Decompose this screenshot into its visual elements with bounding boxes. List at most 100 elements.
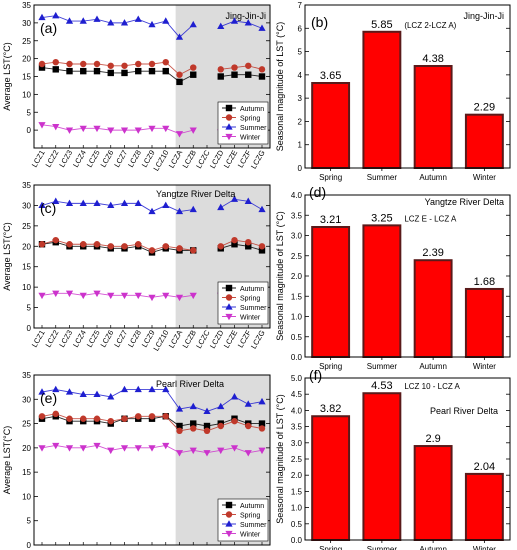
data-point: [93, 390, 101, 398]
data-point: [134, 445, 142, 452]
y-tick-label: 10: [22, 283, 31, 292]
data-point: [162, 67, 169, 75]
y-tick-label: 0.5: [291, 520, 303, 529]
series-line: [41, 292, 194, 298]
x-tick-label: Autumn: [419, 545, 447, 550]
y-tick-label: 5: [298, 48, 303, 57]
data-point: [38, 60, 46, 68]
y-tick-label: 3.5: [291, 423, 303, 432]
y-tick-label: 30: [22, 19, 31, 28]
data-point: [121, 415, 128, 422]
y-tick-label: 2.0: [291, 471, 303, 480]
data-point: [176, 422, 183, 430]
y-tick-label: 0: [27, 126, 32, 135]
bar-value-label: 2.9: [425, 433, 440, 445]
data-point: [231, 241, 238, 248]
data-point: [148, 125, 156, 133]
series-spring: [38, 59, 266, 78]
data-point: [120, 385, 129, 393]
plot-frame: [33, 374, 271, 546]
legend-marker: [225, 520, 233, 527]
x-tick-label: Spring: [319, 545, 342, 550]
data-point: [148, 67, 156, 75]
data-point: [52, 197, 60, 204]
plot-frame: [33, 184, 271, 329]
region-label: Yangtze River Delta: [156, 189, 235, 199]
y-tick-label: 3.5: [291, 211, 303, 220]
y-tick-label: 15: [22, 263, 31, 272]
legend-marker: [225, 294, 233, 301]
data-point: [245, 243, 252, 250]
legend-label: Summer: [240, 522, 267, 529]
data-point: [134, 292, 142, 300]
bar-value-label: 4.53: [371, 380, 392, 392]
y-tick-label: 4.0: [291, 406, 303, 415]
data-point: [65, 127, 74, 134]
plot-frame: [304, 194, 511, 358]
data-point: [65, 388, 74, 395]
data-point: [189, 127, 197, 134]
data-point: [107, 19, 115, 26]
data-point: [121, 69, 128, 77]
data-point: [162, 413, 169, 420]
y-tick-label: 0: [27, 541, 32, 550]
data-point: [107, 69, 114, 77]
data-point: [135, 413, 142, 420]
legend-marker: [225, 133, 233, 141]
legend-marker: [225, 123, 233, 130]
data-point: [175, 294, 184, 302]
legend-marker: [225, 284, 233, 292]
legend-label: Spring: [240, 512, 260, 519]
x-tick-label: Summer: [367, 362, 398, 371]
bar-panel-f: 0.0 0.5 1.0 1.5 2.0 2.5 3.0 3.5 4.0 4.5 5.0 3.82 Spr…: [275, 367, 511, 550]
legend-label: Summer: [240, 305, 267, 312]
y-tick-label: 1: [298, 141, 303, 150]
y-tick-label: 10: [22, 492, 31, 501]
data-point: [79, 292, 87, 300]
plot-frame: [304, 4, 511, 169]
x-tick-label: Autumn: [419, 173, 447, 182]
data-point: [93, 442, 101, 450]
bar: [464, 113, 504, 169]
data-point: [189, 447, 197, 455]
data-point: [52, 59, 59, 66]
legend-label: Winter: [240, 314, 261, 321]
bar: [311, 82, 351, 169]
series-line: [41, 15, 194, 38]
y-axis-label: Seasonal magnitude of LST (°C): [275, 394, 285, 524]
x-tick-label: Summer: [367, 545, 398, 550]
data-point: [175, 131, 184, 138]
data-point: [79, 390, 87, 398]
y-tick-label: 5: [27, 517, 32, 526]
line-panel-e: 0 5 10 15 20 25 30 35 Average LST(°C) (e) Pearl Ri…: [2, 371, 271, 550]
x-tick-label: Spring: [319, 173, 342, 182]
plot-frame: [304, 377, 511, 541]
data-point: [189, 402, 197, 410]
legend-label: Spring: [240, 295, 260, 302]
y-axis-label: Average LST(°C): [2, 42, 12, 110]
data-point: [120, 19, 129, 26]
data-point: [258, 66, 266, 73]
data-point: [65, 199, 74, 206]
data-point: [135, 67, 142, 75]
data-point: [148, 20, 156, 28]
x-tick-label: Winter: [473, 362, 496, 371]
data-point: [52, 66, 59, 73]
data-point: [244, 19, 252, 26]
data-point: [134, 385, 142, 393]
data-point: [148, 247, 156, 254]
region-label: Yangtze River Delta: [425, 197, 504, 207]
data-point: [134, 199, 142, 206]
y-tick-label: 0: [298, 164, 303, 173]
data-point: [190, 71, 197, 78]
x-tick-label: LCZG: [249, 148, 267, 170]
x-tick-label: Autumn: [419, 362, 447, 371]
data-point: [52, 11, 60, 19]
data-point: [217, 73, 224, 80]
data-point: [66, 415, 73, 422]
y-tick-label: 35: [22, 1, 31, 10]
data-point: [52, 442, 60, 450]
data-point: [107, 417, 114, 425]
data-point: [258, 243, 266, 250]
bar: [413, 445, 453, 542]
